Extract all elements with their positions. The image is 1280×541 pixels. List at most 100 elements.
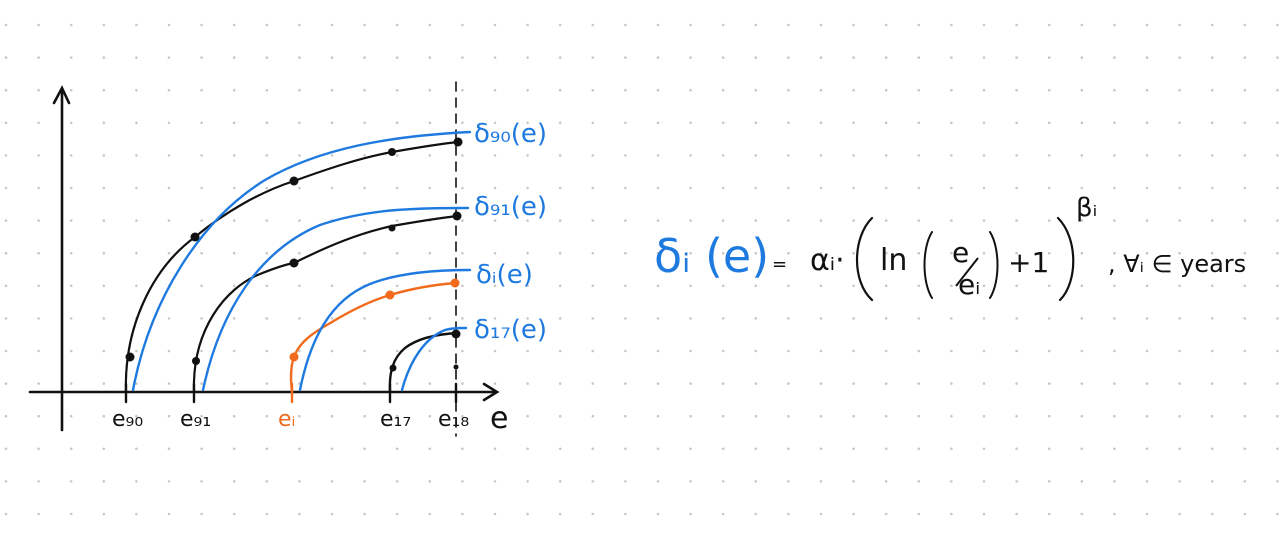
- grid-dot: [656, 154, 660, 157]
- grid-dot: [950, 56, 953, 59]
- grid-dot: [917, 382, 921, 385]
- grid-dot: [1178, 480, 1181, 483]
- grid-dot: [363, 56, 366, 59]
- grid-dot: [330, 480, 334, 483]
- grid-dot: [102, 480, 106, 483]
- grid-dot: [1243, 154, 1247, 157]
- grid-dot: [787, 219, 790, 222]
- grid-dot: [624, 186, 627, 190]
- grid-dot: [200, 186, 203, 190]
- grid-dot: [37, 219, 40, 222]
- grid-dot: [526, 186, 529, 190]
- grid-dot: [1113, 88, 1116, 92]
- grid-dot: [428, 186, 432, 190]
- grid-dot: [1145, 23, 1149, 27]
- grid-dot: [298, 219, 301, 222]
- formula-fraction-top: e: [952, 236, 969, 269]
- grid-dot: [982, 56, 986, 59]
- grid-dot: [1015, 121, 1018, 125]
- grid-dot: [135, 349, 138, 353]
- grid-dot: [265, 382, 269, 385]
- grid-dot: [1276, 88, 1279, 92]
- grid-dot: [1276, 447, 1279, 451]
- grid-dot: [819, 414, 823, 418]
- grid-dot: [1113, 284, 1116, 288]
- grid-dot: [1080, 414, 1084, 418]
- grid-dot: [102, 154, 106, 157]
- grid-dot: [167, 88, 171, 92]
- grid-dot: [689, 56, 692, 59]
- grid-dot: [526, 154, 529, 157]
- grid-dot: [1145, 219, 1149, 222]
- grid-dot: [787, 121, 790, 125]
- grid-dot: [1080, 480, 1084, 483]
- grid-dot: [102, 317, 106, 320]
- grid-dot: [917, 447, 921, 451]
- formula-inner-open-paren: [923, 231, 933, 299]
- grid-dot: [624, 480, 627, 483]
- grid-dot: [624, 219, 627, 222]
- grid-dot: [265, 512, 269, 516]
- grid-dot: [4, 349, 8, 353]
- grid-dot: [591, 56, 595, 59]
- grid-dot: [200, 349, 203, 353]
- grid-dot: [265, 317, 269, 320]
- grid-dot: [917, 317, 921, 320]
- curve-label-i: δᵢ(e): [476, 260, 533, 290]
- grid-dot: [330, 121, 334, 125]
- grid-dot: [591, 284, 595, 288]
- grid-dot: [656, 349, 660, 353]
- grid-dot: [884, 23, 888, 27]
- grid-dot: [787, 317, 790, 320]
- grid-dot: [787, 186, 790, 190]
- grid-dot: [819, 154, 823, 157]
- grid-dot: [200, 56, 203, 59]
- grid-dot: [4, 251, 8, 255]
- grid-dot: [787, 414, 790, 418]
- grid-dot: [102, 414, 106, 418]
- grid-dot: [526, 317, 529, 320]
- grid-dot: [395, 23, 399, 27]
- grid-dot: [428, 251, 432, 255]
- formula: δᵢ (e) = αᵢ· ln e eᵢ +1 βᵢ , ∀ᵢ ∈ years: [654, 193, 1246, 302]
- grid-dot: [200, 219, 203, 222]
- grid-dot: [558, 88, 562, 92]
- grid-dot: [1145, 284, 1149, 288]
- grid-dot: [591, 349, 595, 353]
- grid-dot: [69, 186, 73, 190]
- grid-dot: [982, 219, 986, 222]
- data-point: [289, 176, 299, 186]
- grid-dot: [689, 447, 692, 451]
- grid-dot: [4, 56, 8, 59]
- tick-label-e18: e₁₈: [438, 407, 469, 432]
- grid-dot: [917, 154, 921, 157]
- grid-dot: [1015, 219, 1018, 222]
- grid-dot: [232, 56, 236, 59]
- grid-dot: [852, 23, 855, 27]
- grid-dot: [624, 382, 627, 385]
- grid-dot: [558, 447, 562, 451]
- grid-dot: [754, 447, 758, 451]
- grid-dot: [852, 284, 855, 288]
- grid-dot: [624, 88, 627, 92]
- grid-dot: [1210, 317, 1214, 320]
- grid-dot: [1080, 317, 1084, 320]
- curve-90-data: [124, 140, 460, 394]
- grid-dot: [721, 382, 725, 385]
- grid-dot: [982, 251, 986, 255]
- grid-dot: [461, 414, 464, 418]
- grid-dot: [428, 23, 432, 27]
- grid-dot: [1047, 251, 1051, 255]
- formula-fraction-slash: [955, 257, 979, 287]
- grid-dot: [200, 447, 203, 451]
- grid-dot: [819, 88, 823, 92]
- grid-dot: [656, 23, 660, 27]
- grid-dot: [135, 186, 138, 190]
- grid-dot: [1276, 414, 1279, 418]
- grid-dot: [754, 121, 758, 125]
- grid-dot: [1015, 56, 1018, 59]
- grid-dot: [884, 317, 888, 320]
- grid-dot: [102, 219, 106, 222]
- grid-dot: [591, 121, 595, 125]
- grid-dot: [852, 121, 855, 125]
